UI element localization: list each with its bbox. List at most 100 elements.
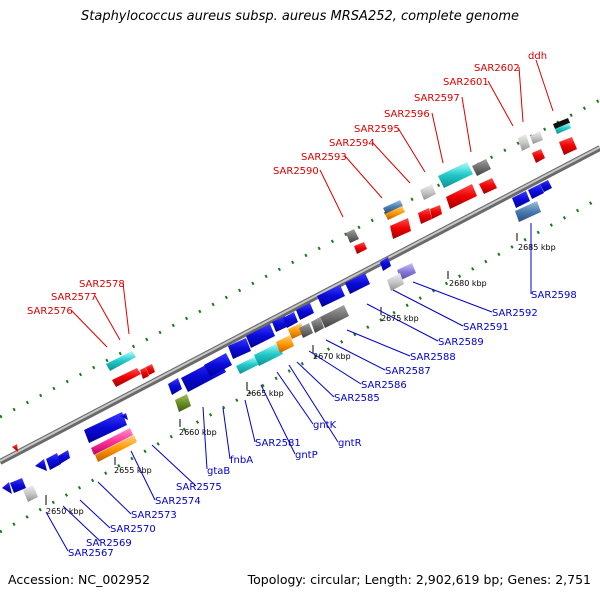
gene-sar2577 xyxy=(112,368,141,387)
gene-sar2598b xyxy=(515,201,541,222)
gene-sar2596 xyxy=(420,184,436,200)
gene-sar2576 xyxy=(106,351,136,371)
gene-label: SAR2598 xyxy=(531,290,577,301)
gene-red-arrow-left xyxy=(12,444,18,452)
gene-label: SAR2581 xyxy=(255,438,301,449)
gene-label: SAR2569 xyxy=(86,538,132,549)
gene-sar2598 xyxy=(512,191,530,208)
gene-label: SAR2586 xyxy=(361,380,407,391)
scale-tick-label: 2650 kbp xyxy=(46,507,84,516)
gene-label: SAR2590 xyxy=(273,166,319,177)
forward-leader-lines xyxy=(70,59,554,348)
scale-tick-label: 2670 kbp xyxy=(313,352,351,361)
gene-sar2597b xyxy=(446,184,477,209)
gene-sar2598c xyxy=(528,184,544,199)
gene-sar2596c xyxy=(430,205,442,219)
gene-sar2602 xyxy=(532,149,545,163)
gene-label: SAR2589 xyxy=(438,337,484,348)
accession-text: Accession: NC_002952 xyxy=(8,572,151,587)
gene-label: SAR2585 xyxy=(334,393,380,404)
gene-sar2569 xyxy=(23,485,38,502)
backbone xyxy=(0,145,600,465)
gene-label: SAR2573 xyxy=(131,510,177,521)
gene-ddh-c xyxy=(559,137,577,155)
gene-label: ddh xyxy=(528,51,547,62)
gene-label: SAR2593 xyxy=(301,152,347,163)
gene-sar2597d xyxy=(479,178,497,194)
gene-sar2567b xyxy=(10,478,26,493)
gene-gntp-cyan xyxy=(254,343,283,366)
gene-sar2573b xyxy=(58,450,70,464)
gene-sar2589 xyxy=(345,273,370,294)
forward-labels: SAR2576 SAR2577 SAR2578 SAR2590 SAR2593 … xyxy=(27,51,547,317)
gene-label: SAR2596 xyxy=(384,109,430,120)
gene-sar2575 xyxy=(95,435,137,462)
gene-gntp xyxy=(246,324,275,348)
gene-label: SAR2578 xyxy=(79,279,125,290)
gene-label: gtaB xyxy=(207,466,230,477)
gene-sar2578b xyxy=(146,364,155,375)
gene-sar2593 xyxy=(354,242,367,254)
gene-label: SAR2575 xyxy=(176,482,222,493)
gene-ddh-b xyxy=(555,123,571,134)
gene-sar2578 xyxy=(140,367,149,379)
gene-sar2590 xyxy=(346,229,359,243)
gene-fnba-b xyxy=(204,353,232,377)
gene-label: gntR xyxy=(338,438,362,449)
scale-tick-label: 2660 kbp xyxy=(179,428,217,437)
gene-label: SAR2588 xyxy=(410,352,456,363)
gene-sar2601 xyxy=(518,134,530,151)
gene-label: gntP xyxy=(295,450,318,461)
gene-gtab xyxy=(168,378,182,395)
gene-sar2587 xyxy=(320,305,349,328)
gene-sar2596b xyxy=(418,208,432,224)
gene-sar2567 xyxy=(2,482,12,494)
gene-sar2591 xyxy=(380,257,391,271)
gene-sar2586 xyxy=(311,317,324,333)
map-title: Staphylococcus aureus subsp. aureus MRSA… xyxy=(81,9,519,24)
gene-label: SAR2576 xyxy=(27,306,73,317)
gene-sar2585 xyxy=(296,303,314,320)
gene-sar2594 xyxy=(383,200,403,214)
gene-sar2595 xyxy=(390,218,411,239)
gene-sar2591b xyxy=(397,263,416,280)
forward-dotted-line xyxy=(0,98,600,419)
gene-label: fnbA xyxy=(230,455,253,466)
reverse-leader-lines xyxy=(45,223,532,552)
gene-gntr xyxy=(288,323,305,339)
reverse-strand-genes xyxy=(2,180,552,502)
gene-label: gntK xyxy=(313,420,337,431)
gene-sar2570 xyxy=(35,459,47,471)
gene-label: SAR2574 xyxy=(155,496,201,507)
gene-label: SAR2601 xyxy=(443,77,489,88)
gene-label: SAR2570 xyxy=(110,524,156,535)
gene-ddh xyxy=(553,118,570,129)
gene-sar2597 xyxy=(438,162,473,188)
gene-sar2602b xyxy=(530,131,543,144)
reverse-labels: SAR2567 SAR2569 SAR2570 SAR2573 SAR2574 … xyxy=(68,290,577,559)
gene-label: SAR2594 xyxy=(329,138,375,149)
gene-label: SAR2587 xyxy=(385,366,431,377)
gene-sar2573 xyxy=(46,453,61,470)
gene-sar2575b xyxy=(120,413,128,420)
gene-gntk-orange xyxy=(276,335,294,353)
gene-sar2597c xyxy=(472,159,491,176)
gene-sar2588 xyxy=(317,285,345,307)
gene-label: SAR2577 xyxy=(51,292,97,303)
scale-tick-label: 2655 kbp xyxy=(114,466,152,475)
gene-sar2581 xyxy=(228,338,251,359)
forward-strand-genes xyxy=(12,118,577,452)
gene-sar2598d xyxy=(540,180,552,192)
gene-label: SAR2602 xyxy=(474,63,520,74)
gene-sar2592 xyxy=(387,273,404,291)
gene-label: SAR2591 xyxy=(463,322,509,333)
gene-sar2594b xyxy=(385,206,405,220)
genome-summary-text: Topology: circular; Length: 2,902,619 bp… xyxy=(247,572,591,587)
gene-gntr-b xyxy=(283,312,298,328)
gene-label: SAR2567 xyxy=(68,548,114,559)
gene-sar2574 xyxy=(84,412,127,443)
gene-label: SAR2595 xyxy=(354,124,400,135)
gene-sar2574b xyxy=(91,428,133,455)
scale-tick-label: 2685 kbp xyxy=(518,243,556,252)
